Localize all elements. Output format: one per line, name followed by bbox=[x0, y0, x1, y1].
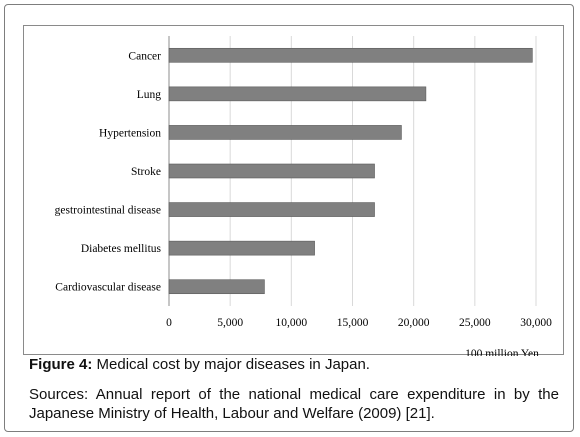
figure-frame: Cancer Lung Hypertension Stroke gestrointest… bbox=[4, 4, 574, 432]
bar bbox=[168, 279, 265, 295]
x-axis-title: 100 million Yen bbox=[465, 348, 539, 356]
x-tick-label: 10,000 bbox=[276, 317, 308, 329]
x-tick-label: 25,000 bbox=[459, 317, 491, 329]
bar bbox=[168, 202, 375, 217]
x-tick-label: 5,000 bbox=[217, 317, 243, 329]
bar bbox=[168, 86, 427, 102]
bar bbox=[168, 47, 533, 63]
y-tick-label: Diabetes mellitus bbox=[81, 243, 162, 255]
figure-label: Figure 4: bbox=[29, 356, 93, 373]
y-tick-label: Lung bbox=[137, 89, 162, 101]
chart-area: Cancer Lung Hypertension Stroke gestrointest… bbox=[23, 25, 564, 356]
bar bbox=[168, 125, 402, 140]
x-tick-label: 0 bbox=[166, 317, 172, 329]
x-tick-label: 15,000 bbox=[337, 317, 369, 329]
x-tick-label: 30,000 bbox=[520, 317, 552, 329]
figure-caption-text: Medical cost by major diseases in Japan. bbox=[92, 356, 370, 373]
x-tick-label: 20,000 bbox=[398, 317, 430, 329]
y-tick-label: Cancer bbox=[128, 50, 161, 62]
bar bbox=[168, 163, 375, 179]
y-tick-label: Hypertension bbox=[99, 127, 161, 139]
y-tick-label: Stroke bbox=[131, 166, 161, 178]
y-tick-label: Cardiovascular disease bbox=[55, 282, 161, 294]
bar-chart: Cancer Lung Hypertension Stroke gestrointest… bbox=[55, 36, 552, 356]
bar bbox=[168, 240, 315, 256]
y-tick-label: gestrointestinal disease bbox=[55, 205, 161, 217]
figure-sources: Sources: Annual report of the national m… bbox=[29, 386, 559, 422]
figure-caption: Figure 4: Medical cost by major diseases… bbox=[29, 355, 559, 374]
